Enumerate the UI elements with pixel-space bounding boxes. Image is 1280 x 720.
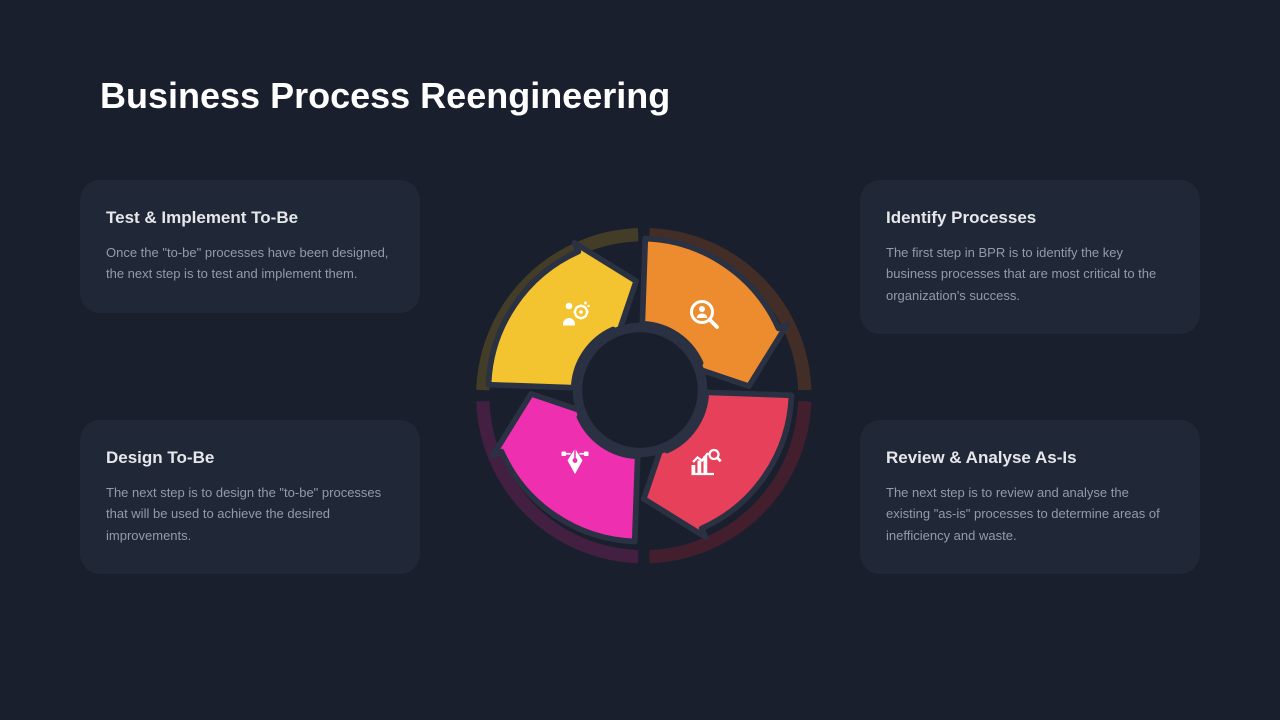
card-test-implement: Test & Implement To-Be Once the "to-be" … [80,180,420,313]
card-title: Design To-Be [106,448,394,468]
process-cycle-wheel [460,210,820,570]
card-desc: The first step in BPR is to identify the… [886,242,1174,306]
card-desc: The next step is to review and analyse t… [886,482,1174,546]
pen-design-icon [555,442,595,482]
card-title: Review & Analyse As-Is [886,448,1174,468]
bar-chart-magnify-icon [685,442,725,482]
people-gear-icon [555,295,595,335]
card-desc: Once the "to-be" processes have been des… [106,242,394,285]
card-review: Review & Analyse As-Is The next step is … [860,420,1200,574]
card-desc: The next step is to design the "to-be" p… [106,482,394,546]
card-identify: Identify Processes The first step in BPR… [860,180,1200,334]
card-design: Design To-Be The next step is to design … [80,420,420,574]
magnify-person-icon [685,295,725,335]
page-title: Business Process Reengineering [100,75,670,117]
card-title: Test & Implement To-Be [106,208,394,228]
card-title: Identify Processes [886,208,1174,228]
